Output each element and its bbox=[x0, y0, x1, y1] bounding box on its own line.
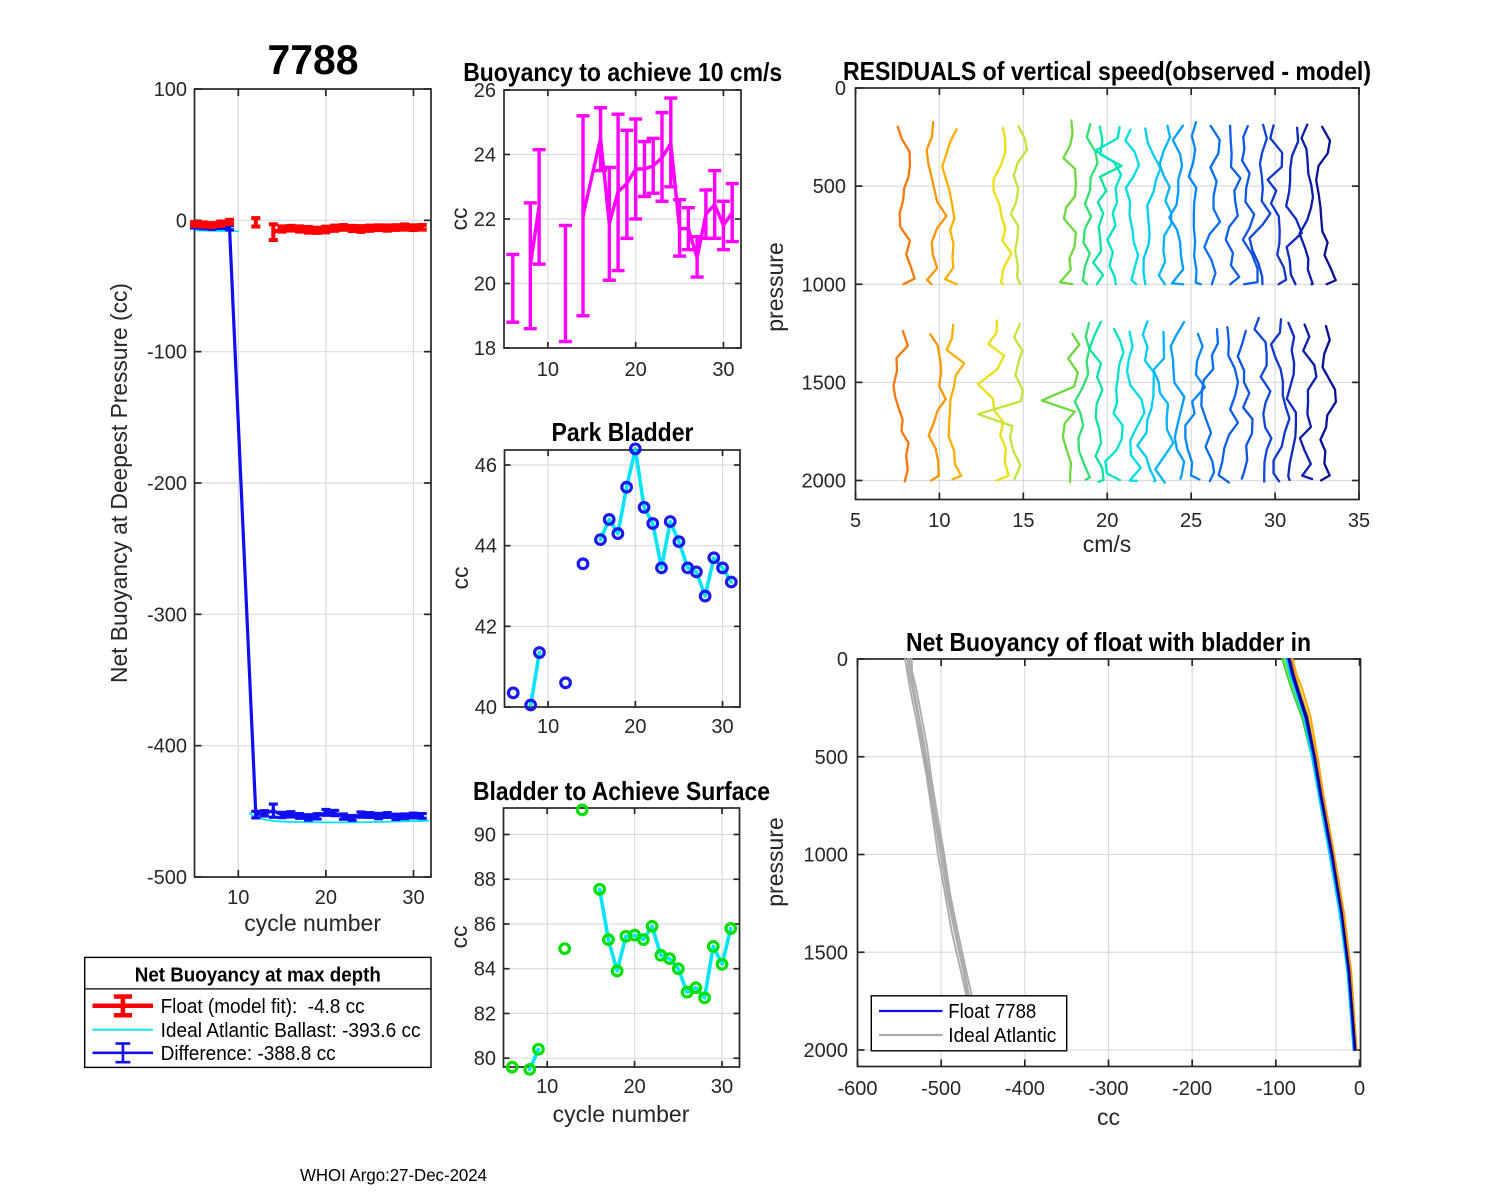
svg-text:80: 80 bbox=[474, 1048, 496, 1070]
svg-text:30: 30 bbox=[402, 887, 424, 909]
svg-text:42: 42 bbox=[475, 616, 497, 638]
svg-text:25: 25 bbox=[1180, 510, 1202, 532]
svg-text:-200: -200 bbox=[1172, 1078, 1212, 1100]
svg-text:86: 86 bbox=[474, 914, 496, 936]
svg-text:Net Buoyancy at Deepest Pressu: Net Buoyancy at Deepest Pressure (cc) bbox=[106, 283, 132, 683]
svg-text:30: 30 bbox=[1264, 510, 1286, 532]
svg-text:7788: 7788 bbox=[268, 36, 359, 83]
svg-text:Bladder to Achieve Surface: Bladder to Achieve Surface bbox=[473, 776, 770, 806]
svg-text:1000: 1000 bbox=[802, 274, 847, 296]
svg-text:20: 20 bbox=[315, 887, 337, 909]
svg-text:Float (model fit): -4.8 cc: Float (model fit): -4.8 cc bbox=[161, 996, 365, 1018]
svg-text:cycle number: cycle number bbox=[553, 1101, 690, 1127]
svg-text:-100: -100 bbox=[147, 342, 187, 364]
svg-text:Net Buoyancy at max depth: Net Buoyancy at max depth bbox=[135, 965, 381, 987]
svg-text:35: 35 bbox=[1348, 510, 1370, 532]
svg-text:cc: cc bbox=[446, 208, 472, 231]
svg-text:RESIDUALS of vertical speed(ob: RESIDUALS of vertical speed(observed - m… bbox=[843, 56, 1371, 86]
svg-text:20: 20 bbox=[623, 1076, 645, 1098]
svg-text:84: 84 bbox=[474, 959, 496, 981]
svg-text:82: 82 bbox=[474, 1003, 496, 1025]
svg-text:10: 10 bbox=[537, 716, 559, 738]
svg-text:1500: 1500 bbox=[804, 942, 849, 964]
svg-text:-300: -300 bbox=[147, 604, 187, 626]
svg-text:0: 0 bbox=[176, 210, 187, 232]
svg-text:-500: -500 bbox=[147, 867, 187, 889]
svg-text:26: 26 bbox=[474, 80, 496, 102]
svg-text:-200: -200 bbox=[147, 473, 187, 495]
svg-text:90: 90 bbox=[474, 825, 496, 847]
svg-text:WHOI Argo:27-Dec-2024: WHOI Argo:27-Dec-2024 bbox=[300, 1165, 487, 1185]
svg-text:cc: cc bbox=[447, 567, 473, 590]
svg-text:30: 30 bbox=[711, 1076, 733, 1098]
svg-text:30: 30 bbox=[711, 716, 733, 738]
svg-text:88: 88 bbox=[474, 869, 496, 891]
svg-text:Ideal Atlantic Ballast: -393.6: Ideal Atlantic Ballast: -393.6 cc bbox=[161, 1020, 421, 1042]
svg-text:20: 20 bbox=[474, 274, 496, 296]
svg-text:40: 40 bbox=[475, 697, 497, 719]
svg-text:Net Buoyancy of float with bla: Net Buoyancy of float with bladder in bbox=[906, 627, 1311, 657]
svg-text:-100: -100 bbox=[1256, 1078, 1296, 1100]
svg-text:100: 100 bbox=[154, 79, 187, 101]
svg-text:-500: -500 bbox=[921, 1078, 961, 1100]
svg-text:-400: -400 bbox=[1005, 1078, 1045, 1100]
svg-text:10: 10 bbox=[537, 359, 559, 381]
svg-text:24: 24 bbox=[474, 145, 496, 167]
svg-text:20: 20 bbox=[1096, 510, 1118, 532]
svg-text:Park Bladder: Park Bladder bbox=[552, 417, 694, 447]
svg-text:22: 22 bbox=[474, 209, 496, 231]
svg-text:10: 10 bbox=[227, 887, 249, 909]
svg-text:cm/s: cm/s bbox=[1083, 531, 1132, 557]
svg-text:pressure: pressure bbox=[762, 242, 788, 331]
svg-text:1000: 1000 bbox=[804, 845, 849, 867]
svg-text:-600: -600 bbox=[837, 1078, 877, 1100]
svg-text:Float 7788: Float 7788 bbox=[948, 1001, 1036, 1023]
svg-text:pressure: pressure bbox=[762, 817, 788, 906]
svg-text:-300: -300 bbox=[1088, 1078, 1128, 1100]
svg-text:cc: cc bbox=[1097, 1104, 1120, 1130]
svg-text:cycle number: cycle number bbox=[244, 910, 381, 936]
svg-text:10: 10 bbox=[928, 510, 950, 532]
svg-text:46: 46 bbox=[475, 455, 497, 477]
svg-text:18: 18 bbox=[474, 338, 496, 360]
svg-text:20: 20 bbox=[625, 359, 647, 381]
svg-text:Buoyancy to achieve 10 cm/s: Buoyancy to achieve 10 cm/s bbox=[463, 57, 782, 87]
svg-text:2000: 2000 bbox=[804, 1040, 849, 1062]
svg-text:500: 500 bbox=[815, 747, 848, 769]
svg-text:Ideal Atlantic: Ideal Atlantic bbox=[948, 1025, 1056, 1047]
svg-text:5: 5 bbox=[850, 510, 861, 532]
svg-text:44: 44 bbox=[475, 536, 497, 558]
svg-text:cc: cc bbox=[446, 926, 472, 949]
svg-text:0: 0 bbox=[1354, 1078, 1365, 1100]
svg-text:500: 500 bbox=[813, 176, 846, 198]
svg-text:Difference: -388.8 cc: Difference: -388.8 cc bbox=[161, 1043, 336, 1065]
svg-text:1500: 1500 bbox=[802, 372, 847, 394]
svg-text:0: 0 bbox=[835, 78, 846, 100]
svg-text:15: 15 bbox=[1012, 510, 1034, 532]
svg-text:0: 0 bbox=[837, 649, 848, 671]
svg-text:20: 20 bbox=[624, 716, 646, 738]
svg-text:30: 30 bbox=[712, 359, 734, 381]
svg-text:-400: -400 bbox=[147, 736, 187, 758]
svg-text:10: 10 bbox=[536, 1076, 558, 1098]
svg-text:2000: 2000 bbox=[802, 471, 847, 493]
